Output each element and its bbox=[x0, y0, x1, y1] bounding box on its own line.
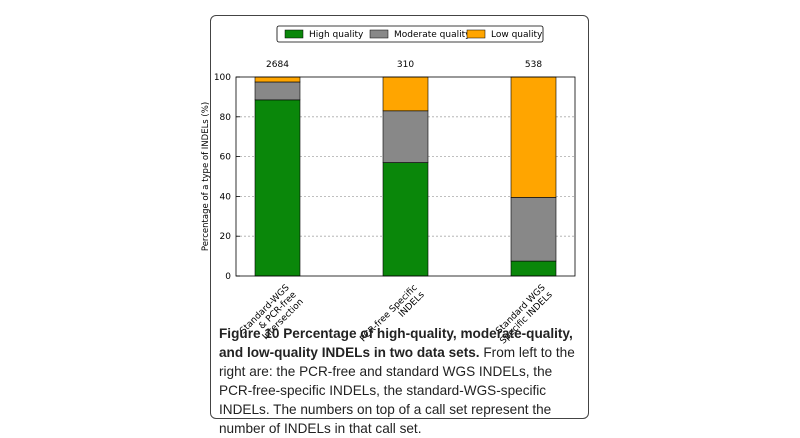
y-tick-label: 100 bbox=[214, 73, 231, 83]
bar-segment bbox=[382, 76, 429, 112]
y-tick-label: 20 bbox=[220, 232, 232, 242]
plot-frame bbox=[235, 76, 576, 277]
legend-label: Low quality bbox=[491, 30, 543, 40]
caption: Figure 10 Percentage of high-quality, mo… bbox=[219, 324, 583, 438]
bar-segment bbox=[510, 197, 557, 262]
count-label: 310 bbox=[397, 60, 414, 70]
page: 0 20 40 60 80 100 Percentage of a type of INDE… bbox=[201, 15, 589, 436]
bar-segment bbox=[382, 162, 429, 277]
bar-segment bbox=[510, 260, 557, 277]
count-label: 2684 bbox=[266, 60, 289, 70]
legend-swatch bbox=[466, 29, 486, 39]
chart: 0 20 40 60 80 100 Percentage of a type of INDE… bbox=[201, 25, 576, 346]
legend-swatch bbox=[369, 29, 389, 39]
caption-title: Figure 10 Percentage of high-quality, mo… bbox=[219, 326, 573, 360]
count-label: 538 bbox=[525, 60, 542, 70]
bar-segment bbox=[382, 110, 429, 163]
y-tick-label: 40 bbox=[220, 192, 232, 202]
y-tick-label: 60 bbox=[220, 153, 232, 163]
bar-segment bbox=[510, 76, 557, 198]
legend-label: High quality bbox=[309, 30, 364, 40]
y-axis-label: Percentage of a type of INDELs (%) bbox=[201, 102, 211, 251]
y-tick-label: 0 bbox=[225, 272, 231, 282]
legend-swatch bbox=[284, 29, 304, 39]
legend-label: Moderate quality bbox=[394, 30, 471, 40]
bar-segment bbox=[254, 76, 301, 83]
bar-segment bbox=[254, 99, 301, 277]
y-tick-label: 80 bbox=[220, 113, 232, 123]
figure-frame bbox=[210, 15, 589, 419]
bar-segment bbox=[254, 81, 301, 101]
